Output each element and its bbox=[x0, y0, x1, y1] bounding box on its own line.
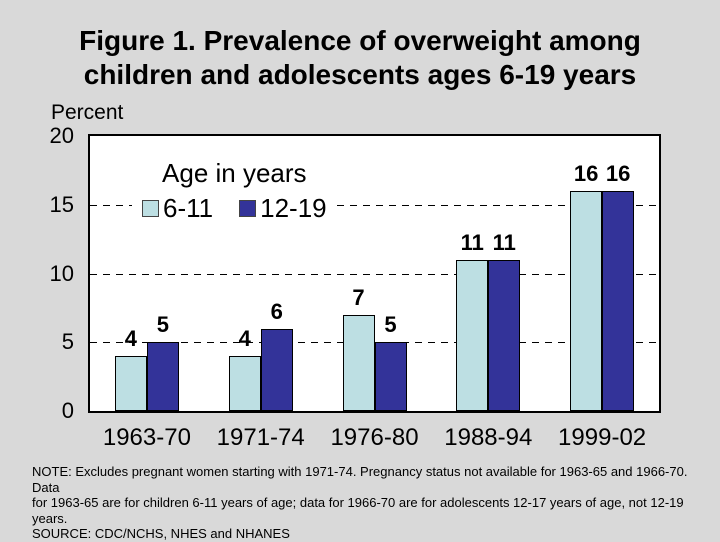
x-tick-label-1999-02: 1999-02 bbox=[558, 424, 647, 451]
x-tick-label-1988-94: 1988-94 bbox=[444, 424, 533, 451]
y-tick-label-10: 10 bbox=[49, 260, 74, 286]
bar-value-12-19-1988-94: 11 bbox=[492, 229, 516, 255]
x-tick-label-1971-74: 1971-74 bbox=[216, 424, 305, 451]
bar-value-6-11-1963-70: 4 bbox=[124, 326, 138, 351]
bar-6-11-1963-70 bbox=[114, 356, 147, 411]
chart-title: Figure 1. Prevalence of overweight among… bbox=[0, 24, 720, 92]
bar-6-11-1988-94 bbox=[456, 259, 489, 411]
bar-6-11-1999-02 bbox=[570, 191, 603, 411]
bar-6-11-1976-80 bbox=[342, 314, 375, 411]
bar-value-6-11-1971-74: 4 bbox=[238, 326, 251, 351]
legend-label-6-11: 6-11 bbox=[163, 193, 214, 223]
legend-item-6-11: 6-11 bbox=[142, 193, 213, 224]
y-tick-label-0: 0 bbox=[61, 398, 74, 423]
note-line-1: NOTE: Excludes pregnant women starting w… bbox=[32, 464, 688, 495]
bar-value-6-11-1976-80: 7 bbox=[352, 284, 365, 310]
legend-title: Age in years bbox=[162, 158, 307, 188]
bar-value-12-19-1971-74: 6 bbox=[270, 298, 283, 324]
plot-area: Age in years 6-11 12-19 4 5 4 6 7 5 11 11 16 16 bbox=[88, 134, 661, 413]
bar-12-19-1963-70 bbox=[146, 342, 179, 411]
legend: Age in years 6-11 12-19 bbox=[132, 158, 337, 230]
gridline-15 bbox=[90, 204, 659, 206]
x-tick-label-1976-80: 1976-80 bbox=[330, 424, 419, 451]
footnotes: NOTE: Excludes pregnant women starting w… bbox=[32, 464, 702, 542]
x-tick-label-1963-70: 1963-70 bbox=[102, 424, 191, 451]
y-axis-unit-label: Percent bbox=[51, 101, 124, 124]
legend-swatch-6-11 bbox=[142, 200, 159, 217]
y-tick-label-15: 15 bbox=[49, 191, 74, 217]
y-tick-label-20: 20 bbox=[49, 123, 74, 148]
bar-12-19-1999-02 bbox=[602, 191, 635, 411]
bar-12-19-1988-94 bbox=[488, 259, 521, 411]
bar-12-19-1971-74 bbox=[260, 328, 293, 411]
chart-title-line2: children and adolescents ages 6-19 years bbox=[83, 59, 637, 90]
bar-value-12-19-1963-70: 5 bbox=[156, 312, 170, 338]
legend-swatch-12-19 bbox=[239, 200, 257, 217]
bar-value-12-19-1999-02: 16 bbox=[605, 161, 631, 186]
gridline-10 bbox=[90, 273, 659, 275]
bar-12-19-1976-80 bbox=[374, 342, 407, 411]
bar-value-6-11-1988-94: 11 bbox=[460, 229, 484, 255]
legend-item-12-19: 12-19 bbox=[239, 193, 327, 224]
y-tick-label-5: 5 bbox=[61, 329, 74, 355]
legend-items: 6-11 12-19 bbox=[142, 193, 327, 224]
note-line-3: SOURCE: CDC/NCHS, NHES and NHANES bbox=[32, 526, 290, 541]
bar-value-6-11-1999-02: 16 bbox=[573, 161, 599, 186]
note-line-2: for 1963-65 are for children 6-11 years … bbox=[32, 495, 684, 526]
bar-6-11-1971-74 bbox=[228, 356, 261, 411]
chart-title-line1: Figure 1. Prevalence of overweight among bbox=[79, 25, 641, 56]
bar-value-12-19-1976-80: 5 bbox=[384, 312, 397, 338]
legend-label-12-19: 12-19 bbox=[260, 193, 327, 223]
